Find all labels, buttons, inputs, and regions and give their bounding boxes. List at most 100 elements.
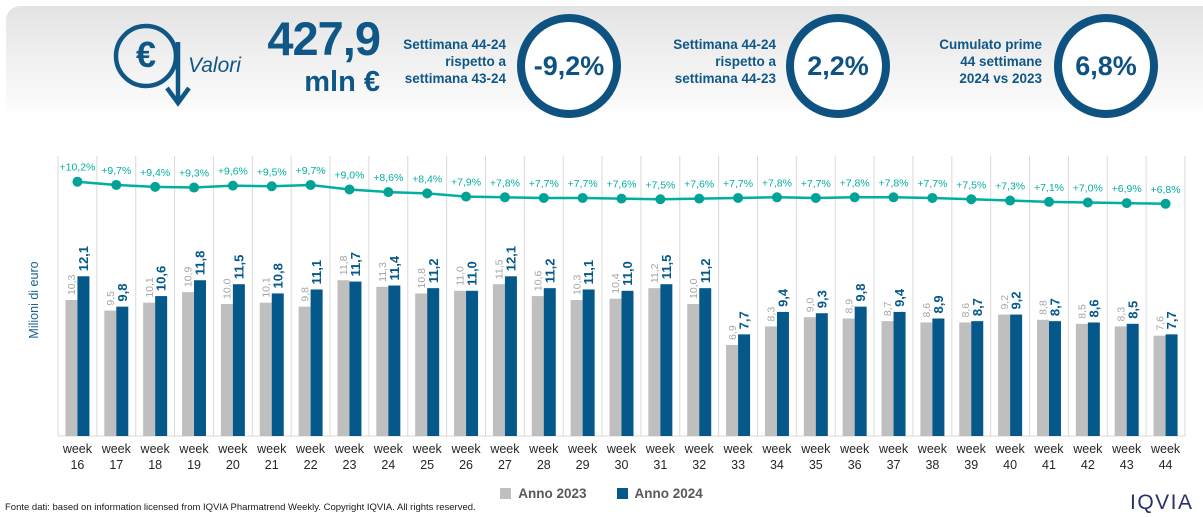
bar-label-2024: 8,6 xyxy=(1086,299,1101,317)
bar-2024 xyxy=(349,281,362,436)
week-number: 22 xyxy=(304,458,318,472)
bar-label-2023: 8,3 xyxy=(1115,307,1127,322)
chart-legend: Anno 2023 Anno 2024 xyxy=(0,486,1203,501)
bar-label-2023: 11,3 xyxy=(377,262,389,282)
bar-label-2024: 9,2 xyxy=(1009,291,1024,309)
week-label: week xyxy=(800,442,831,456)
bar-2024 xyxy=(815,313,828,436)
bar-2023 xyxy=(1075,323,1088,436)
bar-2024 xyxy=(232,284,245,436)
bar-2023 xyxy=(842,318,855,436)
euro-symbol: € xyxy=(136,34,156,75)
week-number: 31 xyxy=(653,458,667,472)
week-number: 33 xyxy=(731,458,745,472)
bar-2023 xyxy=(182,292,195,436)
growth-label: +9,7% xyxy=(101,165,131,177)
week-number: 38 xyxy=(925,458,939,472)
bar-label-2023: 9,2 xyxy=(999,295,1011,310)
week-number: 35 xyxy=(809,458,823,472)
growth-label: +7,9% xyxy=(451,177,481,189)
week-label: week xyxy=(956,442,987,456)
growth-marker xyxy=(1082,197,1093,208)
bar-label-2023: 11,8 xyxy=(338,255,350,275)
week-label: week xyxy=(528,442,559,456)
week-label: week xyxy=(839,442,870,456)
bar-2023 xyxy=(687,304,700,436)
bar-2024 xyxy=(1048,321,1061,436)
bar-2023 xyxy=(104,310,117,436)
legend-label-2023: Anno 2023 xyxy=(518,486,587,501)
bar-2023 xyxy=(803,317,816,436)
growth-marker xyxy=(383,187,394,198)
bar-label-2024: 8,5 xyxy=(1125,301,1140,319)
bar-label-2023: 6,9 xyxy=(727,325,739,340)
bar-2023 xyxy=(1114,326,1127,436)
bar-2024 xyxy=(116,306,129,436)
bar-label-2024: 9,4 xyxy=(892,288,907,307)
bar-label-2024: 8,9 xyxy=(931,295,946,313)
week-label: week xyxy=(1072,442,1103,456)
bar-2024 xyxy=(621,290,634,436)
bar-label-2023: 9,5 xyxy=(105,291,117,306)
week-number: 32 xyxy=(692,458,706,472)
growth-marker xyxy=(72,176,83,187)
growth-label: +7,3% xyxy=(995,181,1025,193)
bar-label-2024: 11,0 xyxy=(465,261,480,286)
total-value: 427,9 xyxy=(267,12,381,65)
bar-2023 xyxy=(492,284,505,436)
bar-label-2024: 7,7 xyxy=(737,311,752,329)
bar-2024 xyxy=(971,321,984,436)
bar-label-2023: 9,8 xyxy=(299,287,311,302)
bar-2023 xyxy=(959,322,972,436)
bar-label-2024: 10,6 xyxy=(154,266,169,291)
growth-marker xyxy=(1121,198,1132,209)
kpi-1-label: Settimana 44-24 rispetto a settimana 43-… xyxy=(403,37,506,86)
bar-label-2023: 11,0 xyxy=(455,266,467,286)
y-axis-title: Milioni di euro xyxy=(27,261,41,338)
week-number: 23 xyxy=(343,458,357,472)
bar-2023 xyxy=(143,302,156,436)
growth-label: +7,7% xyxy=(568,178,598,190)
growth-marker xyxy=(266,181,277,192)
week-label: week xyxy=(334,442,365,456)
week-label: week xyxy=(645,442,676,456)
week-label: week xyxy=(412,442,443,456)
bar-label-2024: 11,5 xyxy=(231,255,246,280)
bar-2024 xyxy=(194,280,207,436)
bar-label-2023: 10,4 xyxy=(610,273,622,294)
growth-marker xyxy=(810,192,821,203)
kpi-2-label: Settimana 44-24 rispetto a settimana 44-… xyxy=(673,37,776,86)
bar-label-2023: 8,6 xyxy=(960,303,972,318)
bar-2024 xyxy=(1087,322,1100,436)
bar-label-2024: 11,1 xyxy=(309,260,324,285)
bar-2023 xyxy=(415,293,428,436)
bar-2023 xyxy=(454,290,467,436)
bar-label-2024: 11,7 xyxy=(348,252,363,277)
week-label: week xyxy=(217,442,248,456)
bar-label-2024: 7,7 xyxy=(1164,311,1179,329)
growth-marker xyxy=(655,194,666,205)
euro-down-arrow-icon: € xyxy=(113,23,191,107)
week-number: 29 xyxy=(576,458,590,472)
legend-swatch-2024 xyxy=(616,488,628,499)
bar-2024 xyxy=(932,318,945,436)
week-label: week xyxy=(995,442,1026,456)
bar-2024 xyxy=(388,285,401,436)
week-number: 24 xyxy=(381,458,395,472)
weekly-values-chart: Milioni di euro 10,312,1week169,59,8week1… xyxy=(27,156,1186,472)
bar-label-2024: 8,7 xyxy=(1048,298,1063,316)
bar-2024 xyxy=(1165,334,1178,436)
growth-label: +7,0% xyxy=(1073,183,1103,195)
bar-2023 xyxy=(1153,335,1166,436)
week-number: 20 xyxy=(226,458,240,472)
week-label: week xyxy=(917,442,948,456)
bar-label-2024: 11,4 xyxy=(387,255,402,280)
week-label: week xyxy=(256,442,287,456)
growth-label: +7,8% xyxy=(490,177,520,189)
week-number: 18 xyxy=(148,458,162,472)
bar-label-2024: 11,2 xyxy=(698,259,713,284)
bar-label-2023: 10,9 xyxy=(183,267,195,288)
bar-label-2023: 8,9 xyxy=(843,299,855,314)
growth-label: +7,6% xyxy=(606,179,636,191)
